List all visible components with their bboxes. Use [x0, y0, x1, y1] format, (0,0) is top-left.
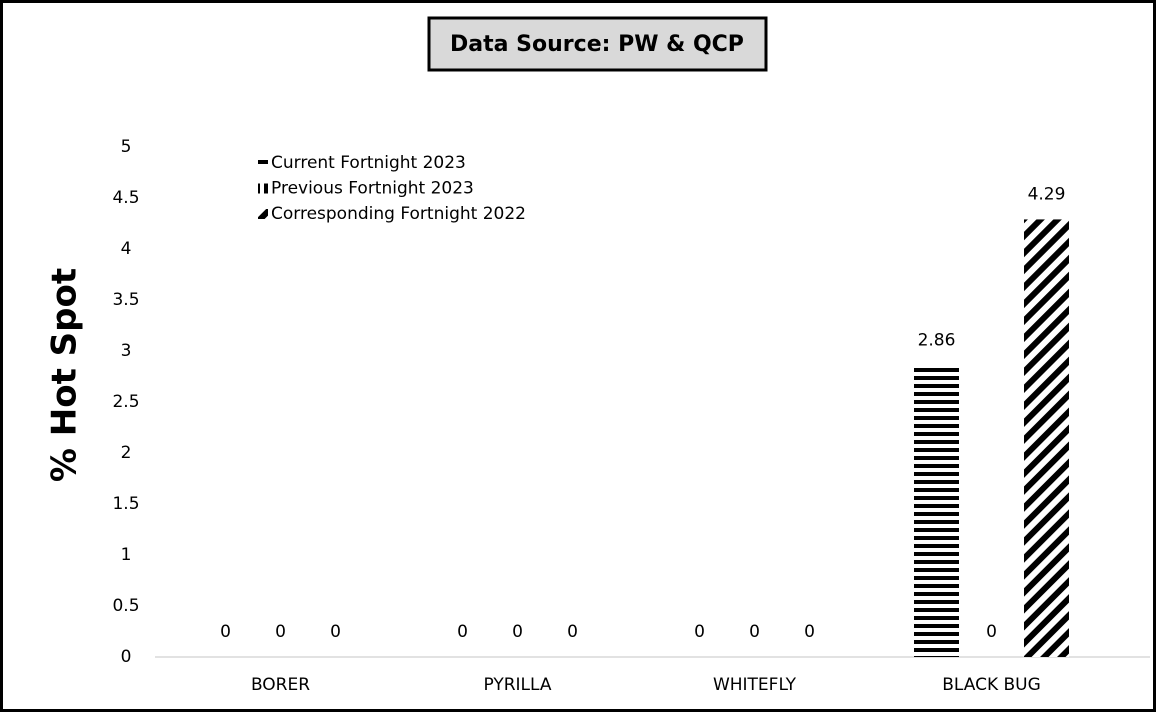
y-tick-label: 4 [121, 239, 132, 259]
data-label: 0 [567, 622, 578, 642]
bar [1024, 219, 1069, 658]
y-tick-label: 2 [121, 443, 132, 463]
x-tick-label: WHITEFLY [713, 675, 797, 695]
data-label: 4.29 [1028, 184, 1066, 204]
legend-swatch [258, 183, 268, 194]
x-tick-label: BLACK BUG [942, 675, 1041, 695]
data-label: 0 [275, 622, 286, 642]
data-label: 0 [749, 622, 760, 642]
y-tick-label: 5 [121, 137, 132, 157]
data-label: 0 [330, 622, 341, 642]
y-tick-label: 3.5 [112, 290, 139, 310]
legend-label: Corresponding Fortnight 2022 [271, 204, 526, 224]
data-label: 0 [804, 622, 815, 642]
x-tick-label: PYRILLA [483, 675, 551, 695]
data-label: 0 [986, 622, 997, 642]
data-label: 0 [694, 622, 705, 642]
y-tick-label: 2.5 [112, 392, 139, 412]
y-tick-label: 0 [121, 647, 132, 667]
data-label: 0 [512, 622, 523, 642]
bar [914, 365, 959, 657]
y-tick-label: 0.5 [112, 596, 139, 616]
y-tick-label: 1 [121, 545, 132, 565]
legend-swatch [258, 209, 268, 219]
legend-swatch [258, 158, 268, 168]
data-label: 0 [220, 622, 231, 642]
x-tick-label: BORER [251, 675, 310, 695]
legend-label: Current Fortnight 2023 [271, 153, 466, 173]
y-tick-label: 4.5 [112, 188, 139, 208]
y-axis-label: % Hot Spot [45, 268, 85, 482]
data-label: 2.86 [918, 330, 956, 350]
y-tick-label: 3 [121, 341, 132, 361]
chart-title: Data Source: PW & QCP [450, 32, 744, 57]
y-tick-label: 1.5 [112, 494, 139, 514]
data-label: 0 [457, 622, 468, 642]
legend-label: Previous Fortnight 2023 [271, 179, 474, 199]
title-box [427, 16, 768, 72]
